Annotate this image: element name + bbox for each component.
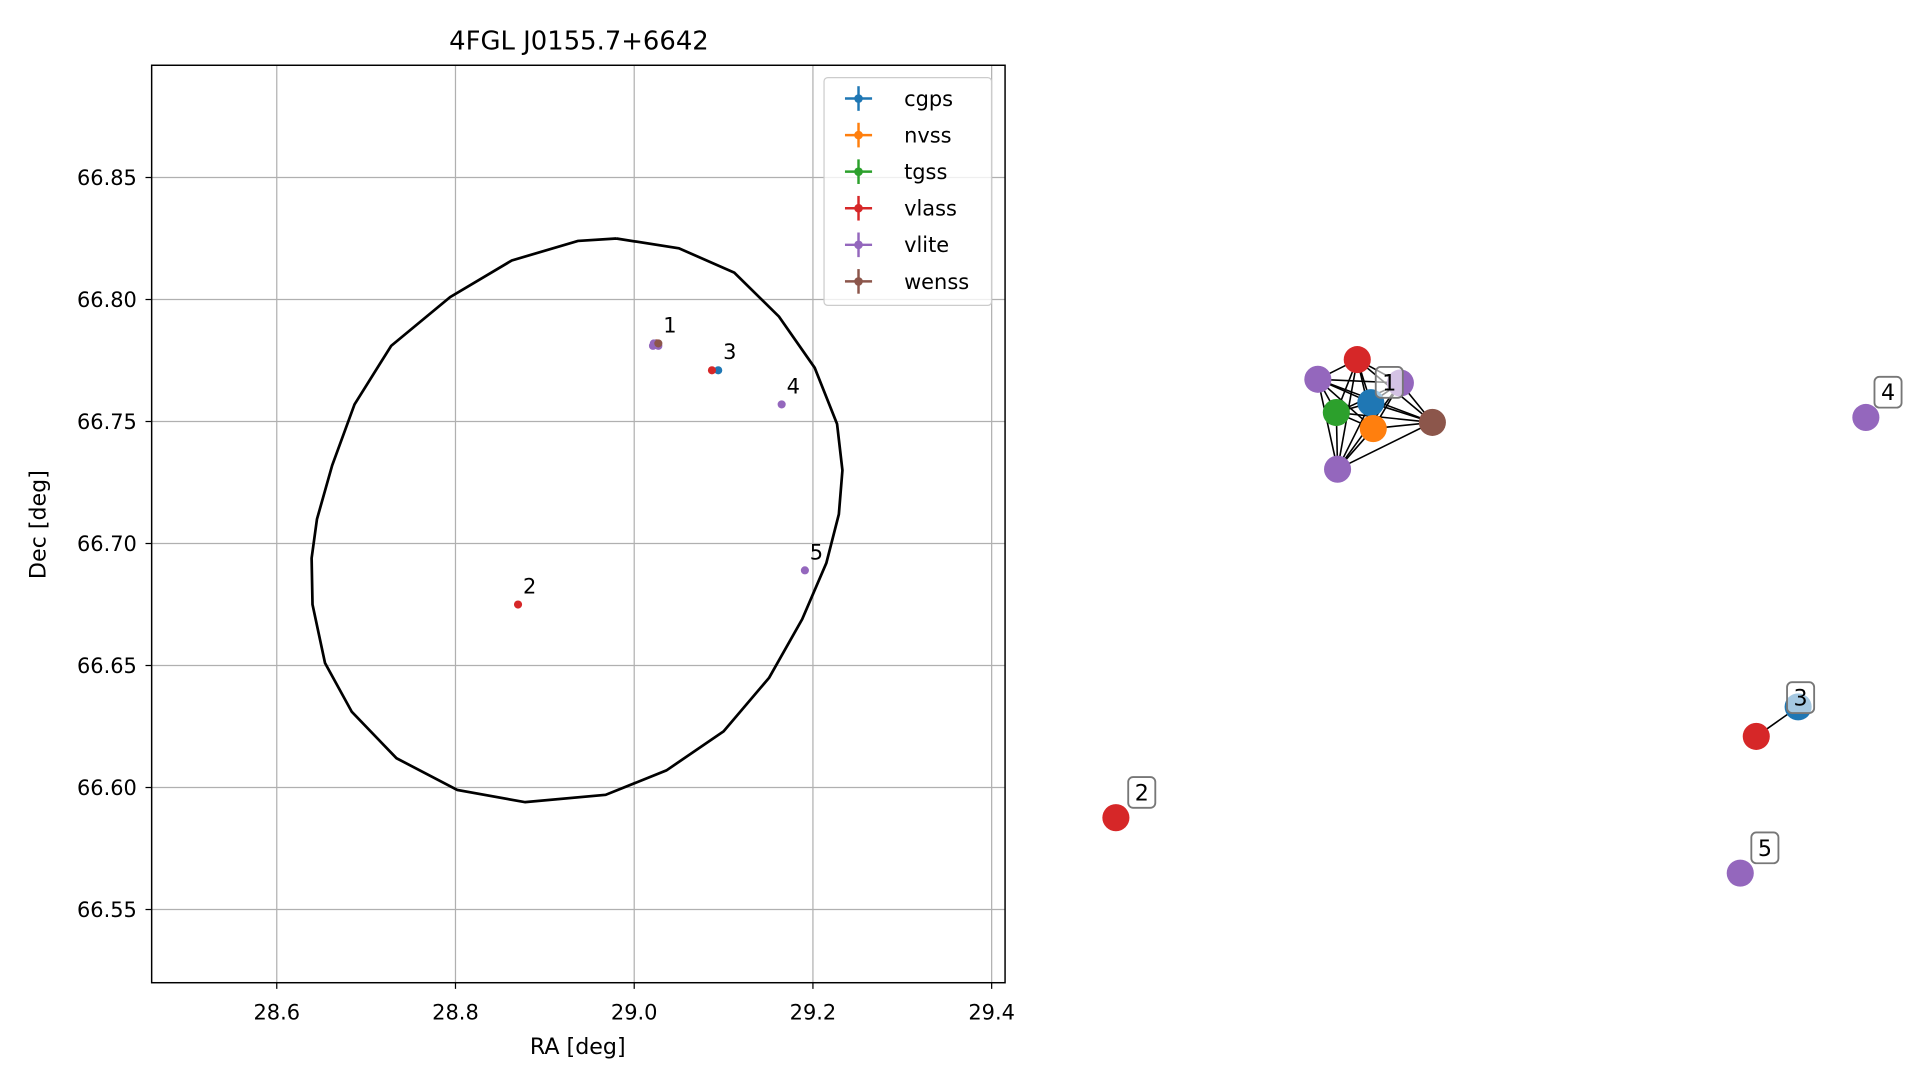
legend-entry: vlite <box>844 232 949 257</box>
legend-marker <box>854 203 863 213</box>
legend-marker <box>854 130 863 140</box>
graph-node <box>1304 365 1332 393</box>
node-label: 1 <box>1374 366 1404 399</box>
node-label-text: 3 <box>1794 686 1808 712</box>
legend-marker <box>854 94 863 103</box>
node-label: 5 <box>1750 831 1780 865</box>
point-annotation: 2 <box>523 574 536 598</box>
plot-frame <box>150 64 1006 984</box>
data-point <box>707 366 717 375</box>
error-ellipse <box>310 237 844 804</box>
y-tick-label: 66.80 <box>77 288 137 312</box>
x-axis-label: RA [deg] <box>530 1034 626 1060</box>
legend-marker <box>854 240 863 250</box>
node-label-box <box>1750 831 1780 865</box>
y-tick-label: 66.55 <box>77 898 137 922</box>
legend-marker <box>854 277 863 286</box>
x-tick-label: 28.8 <box>432 1001 479 1025</box>
point-annotation: 1 <box>663 313 676 337</box>
legend-label: cgps <box>904 87 953 111</box>
point-annotation: 5 <box>810 540 823 564</box>
legend-entry: vlass <box>844 195 957 221</box>
node-label-text: 5 <box>1758 836 1772 862</box>
legend-marker <box>854 167 863 176</box>
legend-entry: nvss <box>844 122 952 147</box>
legend-label: nvss <box>904 123 951 147</box>
node-label-box <box>1786 681 1816 714</box>
graph-node <box>1343 346 1371 374</box>
node-label-text: 4 <box>1881 380 1895 406</box>
graph-edge <box>1337 421 1433 470</box>
graph-edge <box>1317 379 1339 470</box>
node-label-box <box>1127 776 1157 809</box>
point-annotation: 3 <box>723 340 736 364</box>
node-label: 4 <box>1873 375 1903 409</box>
legend-entry: tgss <box>844 159 947 184</box>
legend-entry: wenss <box>844 269 969 294</box>
data-point <box>777 400 786 409</box>
y-tick-label: 66.60 <box>77 776 137 800</box>
chart-title: 4FGL J0155.7+6642 <box>449 26 709 56</box>
x-tick-label: 28.6 <box>253 1001 300 1025</box>
node-label-box <box>1873 375 1903 409</box>
y-axis-label: Dec [deg] <box>26 470 52 579</box>
graph-node <box>1324 455 1352 483</box>
data-point <box>714 366 723 375</box>
node-label-text: 2 <box>1135 780 1149 806</box>
graph-node <box>1852 403 1880 432</box>
graph-node <box>1726 859 1754 887</box>
legend-entry: cgps <box>844 86 953 111</box>
graph-node <box>1322 398 1350 427</box>
data-point <box>654 339 663 348</box>
node-label: 2 <box>1127 776 1157 809</box>
y-tick-label: 66.75 <box>77 410 137 434</box>
node-label-box <box>1374 366 1404 399</box>
node-label-text: 1 <box>1382 370 1396 396</box>
point-annotation: 4 <box>787 374 800 398</box>
y-tick-label: 66.70 <box>77 532 137 556</box>
graph-node <box>1742 722 1770 750</box>
x-tick-label: 29.0 <box>611 1001 658 1025</box>
y-tick-label: 66.85 <box>77 166 137 190</box>
data-point <box>800 566 809 575</box>
legend-label: vlass <box>904 197 957 221</box>
legend-label: wenss <box>904 270 969 294</box>
graph-node <box>1418 408 1446 436</box>
data-point <box>513 600 523 609</box>
x-tick-label: 29.2 <box>790 1001 837 1025</box>
x-tick-label: 29.4 <box>968 1001 1015 1025</box>
y-tick-label: 66.65 <box>77 654 137 678</box>
graph-edge <box>1336 411 1433 424</box>
legend-label: vlite <box>904 233 949 257</box>
graph-node <box>1359 415 1387 443</box>
node-label: 3 <box>1786 681 1816 714</box>
graph-node <box>1102 804 1130 832</box>
legend-label: tgss <box>904 160 947 184</box>
